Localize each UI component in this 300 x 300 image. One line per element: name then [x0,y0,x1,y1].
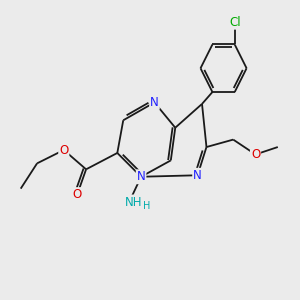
Text: O: O [251,148,260,161]
Text: N: N [150,96,159,109]
Text: O: O [59,143,68,157]
Text: NH: NH [125,196,142,208]
Text: Cl: Cl [229,16,241,29]
Text: O: O [73,188,82,201]
Text: N: N [137,170,146,183]
Text: N: N [193,169,202,182]
Text: H: H [143,202,151,212]
